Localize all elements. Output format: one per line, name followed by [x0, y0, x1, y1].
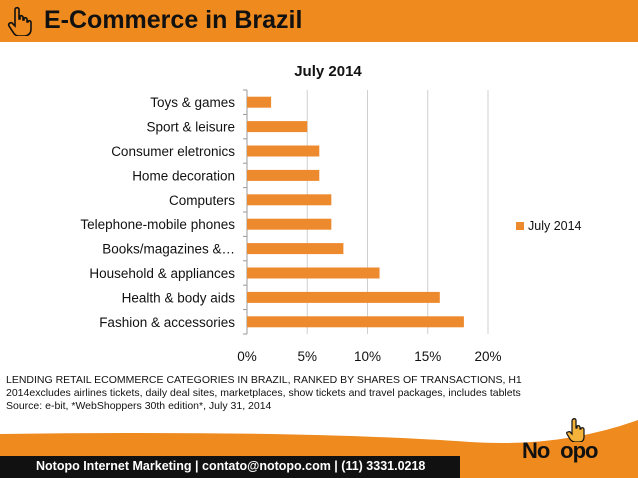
- bar: [247, 218, 332, 230]
- category-label: Toys & games: [150, 95, 235, 110]
- category-label: Computers: [169, 193, 235, 208]
- caption: LENDING RETAIL ECOMMERCE CATEGORIES IN B…: [6, 374, 526, 413]
- category-labels: Fashion & accessories Health & body aids H…: [80, 95, 235, 330]
- chart-title: July 2014: [294, 63, 362, 80]
- category-label: Fashion & accessories: [99, 315, 235, 330]
- legend-label: July 2014: [528, 219, 582, 233]
- x-tick-labels: 0% 5% 10% 15% 20%: [237, 349, 501, 364]
- legend: July 2014: [516, 219, 582, 233]
- footer-bar: Notopo Internet Marketing | contato@noto…: [0, 456, 460, 478]
- x-tick-label: 0%: [237, 349, 257, 364]
- x-tick-label: 5%: [297, 349, 317, 364]
- x-tick-label: 15%: [414, 349, 441, 364]
- page-title: E-Commerce in Brazil: [44, 6, 303, 34]
- bar: [247, 96, 272, 108]
- caption-source: Source: e-bit, *WebShoppers 30th edition…: [6, 400, 272, 412]
- title-bar: E-Commerce in Brazil: [0, 0, 638, 42]
- category-label: Sport & leisure: [146, 120, 235, 135]
- bar: [247, 316, 464, 328]
- category-label: Consumer eletronics: [111, 144, 235, 159]
- bar: [247, 169, 320, 181]
- bar: [247, 121, 308, 133]
- x-tick-label: 10%: [354, 349, 381, 364]
- bar: [247, 291, 440, 303]
- bars: [247, 96, 464, 328]
- bar: [247, 243, 344, 255]
- pointing-hand-icon: [7, 6, 32, 36]
- footer-contact: Notopo Internet Marketing | contato@noto…: [36, 459, 426, 473]
- category-label: Health & body aids: [122, 290, 236, 305]
- logo-text: NoTopo.com: [522, 438, 638, 463]
- bar: [247, 267, 380, 279]
- x-tick-label: 20%: [474, 349, 501, 364]
- bar: [247, 145, 320, 157]
- notopo-logo[interactable]: NoTopo.com: [522, 418, 638, 470]
- category-label: Home decoration: [132, 168, 235, 183]
- caption-description: LENDING RETAIL ECOMMERCE CATEGORIES IN B…: [6, 374, 522, 399]
- category-label: Household & appliances: [89, 266, 235, 281]
- chart: July 2014 Fashion & accessories Health & …: [80, 63, 582, 364]
- category-label: Telephone-mobile phones: [80, 217, 235, 232]
- bar: [247, 194, 332, 206]
- legend-swatch: [516, 222, 524, 230]
- category-label: Books/magazines &…: [102, 242, 235, 257]
